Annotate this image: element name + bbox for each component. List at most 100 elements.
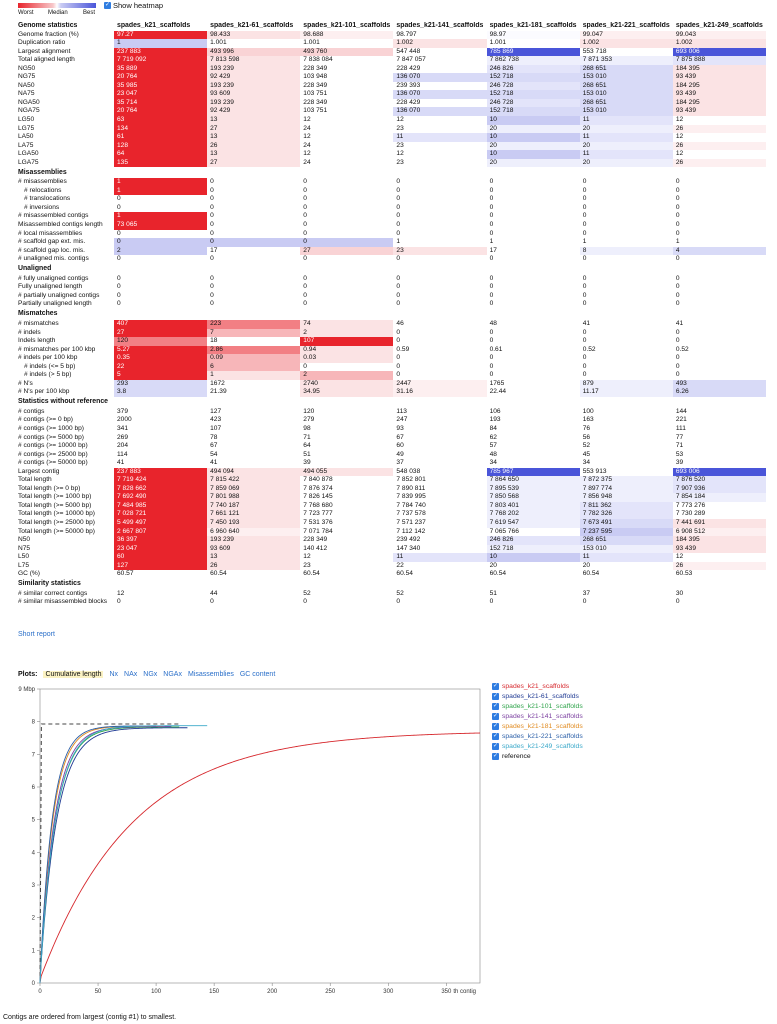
- metric-value: 493: [672, 379, 766, 389]
- metric-value: 23: [393, 158, 487, 168]
- table-row: Total length (>= 25000 bp) 5 499 497 7 450…: [18, 518, 766, 528]
- metric-value: 1: [114, 39, 208, 48]
- table-row: # indels (> 5 bp) 5 1 2 0 0 0 0: [18, 371, 766, 380]
- metric-label-text: # contigs (>= 25000 bp): [18, 450, 88, 458]
- legend-entry[interactable]: ✓ spades_k21-61_scaffolds: [492, 691, 583, 701]
- short-report-link[interactable]: Short report: [18, 631, 55, 638]
- metric-label: Genome fraction (%): [18, 31, 114, 40]
- checkbox-icon[interactable]: ✓: [492, 702, 499, 710]
- legend-entry[interactable]: ✓ spades_k21-181_scaffolds: [492, 721, 583, 731]
- metric-value: 113: [393, 407, 487, 417]
- metric-value: 12: [672, 116, 766, 125]
- metric-value: 22: [393, 561, 487, 571]
- legend-label: spades_k21-221_scaffolds: [502, 733, 583, 741]
- metric-value: 7 619 547: [486, 518, 580, 528]
- table-row: # indels per 100 kbp 0.35 0.09 0.03 0 0 0 0: [18, 354, 766, 363]
- metric-value: 0: [393, 371, 487, 380]
- metric-value: 24: [300, 124, 394, 134]
- metric-label-text: # contigs (>= 1000 bp): [18, 424, 84, 432]
- metric-value: 0: [579, 362, 673, 372]
- metric-value: 18: [207, 337, 301, 346]
- metric-label-text: # mismatches: [18, 319, 59, 327]
- legend-entry[interactable]: ✓ spades_k21_scaffolds: [492, 681, 583, 691]
- tab-gc-content[interactable]: GC content: [239, 671, 276, 678]
- metric-value: 0: [579, 274, 673, 284]
- metric-value: 51: [486, 589, 580, 599]
- checkbox-icon[interactable]: ✓: [492, 722, 499, 730]
- legend-entry[interactable]: ✓ spades_k21-141_scaffolds: [492, 711, 583, 721]
- metric-value: 0: [672, 203, 766, 213]
- show-heatmap-toggle[interactable]: ✓ Show heatmap: [104, 1, 163, 10]
- series-line: [39, 726, 172, 984]
- metric-label-text: # contigs (>= 5000 bp): [18, 433, 84, 441]
- legend-entry[interactable]: ✓ spades_k21-249_scaffolds: [492, 742, 583, 752]
- metric-label: Duplication ratio: [18, 39, 114, 48]
- metric-value: 2.86: [207, 345, 301, 355]
- section-title: Misassemblies: [18, 168, 67, 176]
- metric-value: 64: [300, 442, 394, 451]
- metric-value: 493 760: [300, 47, 394, 57]
- metric-value: 7: [207, 328, 301, 338]
- metric-value: 60.54: [300, 570, 394, 579]
- metric-value: 57: [486, 442, 580, 451]
- metric-label: # contigs: [18, 408, 114, 417]
- metric-label-text: # misassembled contigs: [18, 212, 89, 220]
- metric-value: 152 718: [486, 544, 580, 554]
- metric-value: 23: [300, 561, 394, 571]
- metric-value: 0: [486, 195, 580, 204]
- table-row: # scaffold gap ext. mis. 0 0 0 1 1 1 1: [18, 238, 766, 247]
- metric-value: 7 895 539: [486, 484, 580, 494]
- metric-label-text: Largest alignment: [18, 47, 71, 55]
- y-tick-label: 0: [32, 981, 36, 987]
- legend-entry[interactable]: ✓ reference: [492, 752, 583, 762]
- y-tick-label: 8: [32, 720, 36, 726]
- metric-value: 36 397: [114, 536, 208, 545]
- table-row: LGA75 135 27 24 23 20 20 26: [18, 158, 766, 168]
- metric-value: 0: [579, 221, 673, 230]
- metric-value: 2: [114, 246, 208, 256]
- metric-value: 0.52: [672, 345, 766, 355]
- metric-label-text: Total length (>= 10000 bp): [18, 510, 95, 518]
- tab-nax[interactable]: NAx: [124, 671, 138, 678]
- metric-value: 1.002: [672, 39, 766, 48]
- metric-value: 0: [672, 300, 766, 309]
- checkbox-icon[interactable]: ✓: [492, 692, 499, 700]
- metric-value: 60.54: [207, 570, 301, 579]
- x-axis-suffix: th contig: [453, 989, 476, 995]
- metric-value: 92 429: [207, 73, 301, 82]
- metric-value: 0: [114, 238, 208, 247]
- tab-ngax[interactable]: NGAx: [163, 671, 182, 678]
- metric-label-text: # mismatches per 100 kbp: [18, 345, 96, 353]
- checkbox-icon[interactable]: ✓: [104, 2, 111, 9]
- tab-ngx[interactable]: NGx: [143, 671, 158, 678]
- metric-value: 20: [579, 124, 673, 134]
- metric-value: 0.52: [579, 345, 673, 355]
- metric-value: 48: [486, 319, 580, 329]
- metric-value: 193 239: [207, 81, 301, 91]
- checkbox-icon[interactable]: ✓: [492, 733, 499, 741]
- metric-label-text: NA75: [18, 90, 35, 98]
- metric-value: 71: [300, 433, 394, 443]
- table-row: # N's per 100 kbp 3.8 21.39 34.95 31.16 22.44…: [18, 388, 766, 397]
- section-header-row: Similarity statistics: [18, 579, 766, 590]
- checkbox-icon[interactable]: ✓: [492, 743, 499, 751]
- metric-value: 93 439: [672, 73, 766, 82]
- tab-cumulative-length[interactable]: Cumulative length: [43, 671, 104, 678]
- metric-value: 54: [207, 450, 301, 460]
- metric-value: 5: [114, 371, 208, 380]
- checkbox-icon[interactable]: ✓: [492, 682, 499, 690]
- metric-label: # fully unaligned contigs: [18, 275, 114, 284]
- footer-note: Contigs are ordered from largest (contig…: [3, 1014, 177, 1021]
- tab-nx[interactable]: Nx: [109, 671, 119, 678]
- metric-value: 2: [300, 371, 394, 380]
- tab-misassemblies[interactable]: Misassemblies: [187, 671, 234, 678]
- metric-value: 268 651: [579, 98, 673, 108]
- x-tick-label: 350: [441, 989, 452, 995]
- metric-value: 0.61: [486, 345, 580, 355]
- legend-entry[interactable]: ✓ spades_k21-101_scaffolds: [492, 701, 583, 711]
- metric-value: 20: [486, 124, 580, 134]
- checkbox-icon[interactable]: ✓: [492, 712, 499, 720]
- legend-entry[interactable]: ✓ spades_k21-221_scaffolds: [492, 731, 583, 741]
- checkbox-icon[interactable]: ✓: [492, 753, 499, 761]
- metric-value: 12: [672, 133, 766, 142]
